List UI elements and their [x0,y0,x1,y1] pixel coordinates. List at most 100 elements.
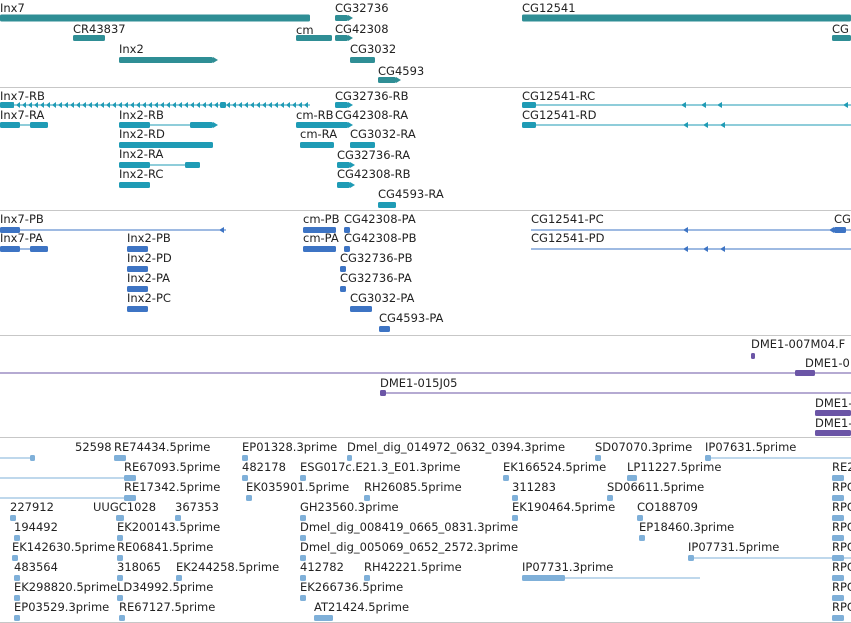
exon-block[interactable] [832,595,844,601]
feature-glyph[interactable] [522,122,851,128]
feature-glyph[interactable] [300,475,306,481]
feature-glyph[interactable] [512,495,518,501]
exon-block[interactable] [379,326,390,332]
feature-glyph[interactable] [815,430,851,436]
exon-block[interactable] [378,202,396,208]
feature-label[interactable]: EP01328.3prime [242,440,338,454]
feature-glyph[interactable] [14,595,20,601]
feature-label[interactable]: ESG017c.E21.3_E01.3prime [300,460,461,474]
feature-glyph[interactable] [522,14,851,22]
feature-label[interactable]: Dmel_dig_014972_0632_0394.3prime [347,440,566,454]
feature-label[interactable]: RE74434.5prime [114,440,211,454]
feature-glyph[interactable] [300,555,306,561]
feature-bar[interactable] [350,57,375,63]
feature-label[interactable]: EK244258.5prime [176,560,280,574]
feature-glyph[interactable] [347,455,352,461]
feature-label[interactable]: RE17342.5prime [124,480,221,494]
exon-block[interactable] [688,555,694,561]
feature-bar[interactable] [0,14,310,22]
exon-block[interactable] [522,122,536,128]
feature-label[interactable]: cm-RB [296,108,334,122]
exon-block[interactable] [300,595,306,601]
exon-block[interactable] [119,615,125,621]
feature-glyph[interactable] [832,615,844,621]
feature-label[interactable]: RE2 [832,460,851,474]
feature-label[interactable]: Dmel_dig_008419_0665_0831.3prime [300,520,519,534]
feature-glyph[interactable] [114,455,126,461]
feature-glyph[interactable] [176,575,182,581]
feature-glyph[interactable] [637,515,643,521]
exon-block[interactable] [595,455,601,461]
feature-glyph[interactable] [117,555,123,561]
feature-label[interactable]: CG32736-RB [335,89,409,103]
exon-block[interactable] [242,455,248,461]
feature-glyph[interactable] [834,227,846,233]
feature-label[interactable]: Inx7-PB [0,212,44,226]
feature-glyph[interactable] [242,455,248,461]
exon-block[interactable] [522,575,565,581]
feature-glyph[interactable] [350,57,375,63]
exon-block[interactable] [337,182,350,188]
feature-label[interactable]: RPC [832,480,851,494]
feature-glyph[interactable] [335,35,353,41]
exon-block[interactable] [364,495,370,501]
feature-label[interactable]: Inx7 [0,1,25,15]
feature-glyph[interactable] [116,515,124,521]
feature-glyph[interactable] [380,390,851,396]
feature-label[interactable]: DME1-015J05 [380,376,458,390]
feature-label[interactable]: CG3032-RA [350,127,416,141]
feature-label[interactable]: RE67127.5prime [119,600,216,614]
feature-label[interactable]: EK142630.5prime [12,540,116,554]
feature-glyph[interactable] [175,515,181,521]
feature-bar[interactable] [335,35,348,41]
feature-glyph[interactable] [335,15,353,21]
exon-block[interactable] [300,475,306,481]
feature-glyph[interactable] [0,227,226,233]
exon-block[interactable] [124,495,136,501]
feature-label[interactable]: RPC [832,560,851,574]
exon-block[interactable] [503,475,509,481]
feature-glyph[interactable] [119,182,150,188]
exon-block[interactable] [114,455,126,461]
feature-label[interactable]: 52598 [75,440,112,454]
feature-label[interactable]: 483564 [14,560,58,574]
exon-block[interactable] [832,495,844,501]
exon-block[interactable] [335,122,348,128]
exon-block[interactable] [0,122,20,128]
exon-block[interactable] [832,475,844,481]
feature-glyph[interactable] [344,227,350,233]
feature-label[interactable]: LD34992.5prime [117,580,214,594]
exon-block[interactable] [0,227,20,233]
feature-label[interactable]: EK266736.5prime [300,580,404,594]
exon-block[interactable] [190,122,213,128]
feature-label[interactable]: CG42308-PA [344,212,416,226]
feature-glyph[interactable] [0,122,48,128]
feature-label[interactable]: RPC [832,540,851,554]
feature-glyph[interactable] [378,202,396,208]
feature-glyph[interactable] [12,555,18,561]
feature-label[interactable]: CG12541-PC [531,212,604,226]
feature-glyph[interactable] [832,35,851,41]
feature-glyph[interactable] [300,142,334,148]
exon-block[interactable] [117,575,123,581]
feature-glyph[interactable] [531,246,851,252]
feature-glyph[interactable] [832,595,844,601]
feature-label[interactable]: EK200143.5prime [117,520,221,534]
exon-block[interactable] [639,535,645,541]
exon-block[interactable] [337,162,350,168]
feature-glyph[interactable] [119,122,218,128]
feature-glyph[interactable] [0,475,136,481]
feature-bar[interactable] [335,15,348,21]
exon-block[interactable] [512,515,518,521]
feature-label[interactable]: DME1- [815,396,851,410]
exon-block[interactable] [12,555,18,561]
feature-label[interactable]: CG3032-PA [350,291,415,305]
exon-block[interactable] [119,142,213,148]
exon-block[interactable] [832,515,844,521]
feature-label[interactable]: CO188709 [637,500,698,514]
feature-glyph[interactable] [300,595,306,601]
feature-label[interactable]: 318065 [117,560,161,574]
exon-block[interactable] [127,266,148,272]
feature-glyph[interactable] [340,286,346,292]
exon-block[interactable] [350,306,372,312]
